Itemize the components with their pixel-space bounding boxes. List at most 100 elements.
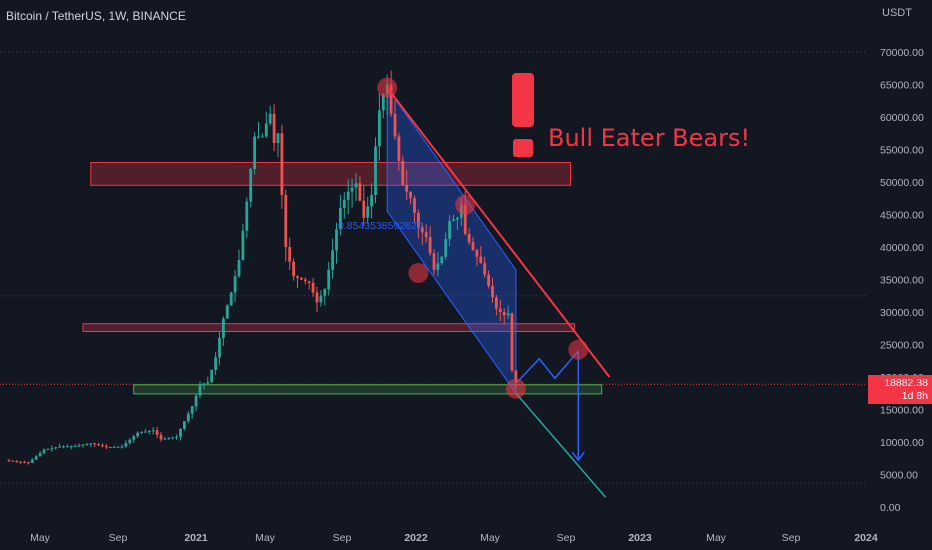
candle-body	[124, 443, 128, 447]
candle-body	[463, 204, 467, 234]
candle-body	[136, 432, 139, 437]
candle-body	[475, 250, 479, 257]
price-tick-label: 10000.00	[880, 437, 924, 449]
price-tick-label: 55000.00	[880, 145, 924, 157]
candle-body	[479, 256, 483, 264]
candle-body	[300, 277, 303, 280]
price-tick-label: 0.00	[880, 502, 901, 514]
time-tick-label: 2021	[184, 532, 208, 544]
candle-body	[81, 444, 85, 446]
candle-body	[15, 461, 19, 463]
price-tick-label: 35000.00	[880, 275, 924, 287]
time-tick-label: Sep	[109, 532, 128, 544]
time-tick-label: Sep	[782, 532, 801, 544]
last-price-tag: 18882.38 1d 8h	[868, 375, 932, 404]
time-tick-label: May	[30, 532, 51, 544]
price-tick-label: 50000.00	[880, 177, 924, 189]
candle-body	[249, 169, 253, 202]
candle-body	[108, 447, 112, 449]
candle-body	[514, 370, 518, 383]
candle-body	[420, 227, 424, 233]
candle-body	[409, 191, 412, 199]
candle-body	[120, 446, 124, 448]
time-tick-label: 2022	[404, 532, 428, 544]
projected-path	[515, 350, 579, 385]
candle-body	[471, 242, 475, 251]
pivot-highlight-marker	[455, 194, 476, 215]
candle-body	[167, 438, 171, 440]
candle-body	[253, 136, 256, 169]
pivot-highlight-marker	[408, 263, 429, 283]
candle-body	[346, 191, 350, 200]
candle-body	[498, 308, 502, 312]
candle-body	[374, 146, 377, 195]
candle-body	[315, 292, 319, 303]
candle-body	[495, 297, 498, 309]
annotation-note: Bull Eater Bears!	[548, 124, 751, 152]
candle-body	[237, 260, 241, 277]
time-axis[interactable]: May Sep 2021 May Sep 2022 May Sep 2023 May Sep 2024	[30, 532, 878, 544]
candle-body	[276, 133, 280, 143]
candle-body	[194, 395, 198, 407]
candle-body	[350, 187, 354, 192]
candle-body	[264, 123, 268, 137]
candle-body	[467, 234, 471, 243]
exclamation-icon-dot	[513, 139, 533, 157]
time-tick-label: 2023	[628, 532, 652, 544]
candle-body	[222, 318, 225, 338]
candle-body	[69, 446, 73, 448]
candle-body	[186, 413, 190, 422]
time-tick-label: May	[706, 532, 727, 544]
price-tick-label: 15000.00	[880, 405, 924, 417]
candle-body	[354, 183, 358, 188]
price-axis[interactable]: 70000.00 65000.00 60000.00 55000.00 50000.00…	[880, 47, 924, 514]
candle-body	[327, 269, 331, 290]
candle-body	[487, 274, 490, 286]
candle-body	[307, 281, 311, 283]
candles-layer	[7, 70, 518, 465]
candle-body	[358, 183, 362, 201]
descending-channel	[386, 86, 517, 395]
candle-body	[93, 443, 97, 445]
candle-body	[85, 443, 89, 445]
candle-body	[116, 446, 120, 448]
candle-body	[175, 436, 178, 438]
candle-body	[268, 113, 272, 124]
candle-body	[284, 195, 288, 247]
candle-body	[296, 276, 299, 278]
time-tick-label: May	[255, 532, 276, 544]
candle-body	[144, 431, 147, 433]
candle-body	[506, 313, 510, 316]
candle-body	[331, 250, 334, 270]
candle-body	[155, 430, 159, 435]
candle-body	[190, 406, 194, 414]
last-price-value: 18882.38	[884, 377, 928, 389]
candle-body	[339, 208, 342, 230]
candle-body	[58, 446, 61, 448]
candle-body	[89, 443, 93, 445]
candle-body	[62, 446, 65, 448]
candle-body	[7, 460, 11, 462]
price-tick-label: 60000.00	[880, 112, 924, 124]
candle-body	[73, 445, 77, 447]
candle-body	[198, 384, 202, 396]
candle-body	[288, 247, 292, 262]
candle-body	[362, 200, 366, 218]
candle-body	[214, 357, 217, 370]
pivot-highlight-marker	[568, 339, 589, 360]
candle-body	[366, 206, 370, 218]
candle-body	[432, 253, 436, 270]
candle-body	[292, 261, 295, 277]
candle-body	[335, 229, 338, 251]
candle-body	[97, 444, 100, 446]
candle-body	[202, 383, 206, 385]
candle-body	[323, 289, 327, 296]
candle-body	[229, 292, 233, 306]
candle-body	[30, 459, 34, 463]
candle-body	[378, 110, 381, 147]
candle-body	[11, 460, 15, 462]
candle-body	[405, 185, 409, 192]
fib-level-label: 0.8543538592620	[338, 220, 423, 232]
candle-body	[440, 256, 444, 264]
